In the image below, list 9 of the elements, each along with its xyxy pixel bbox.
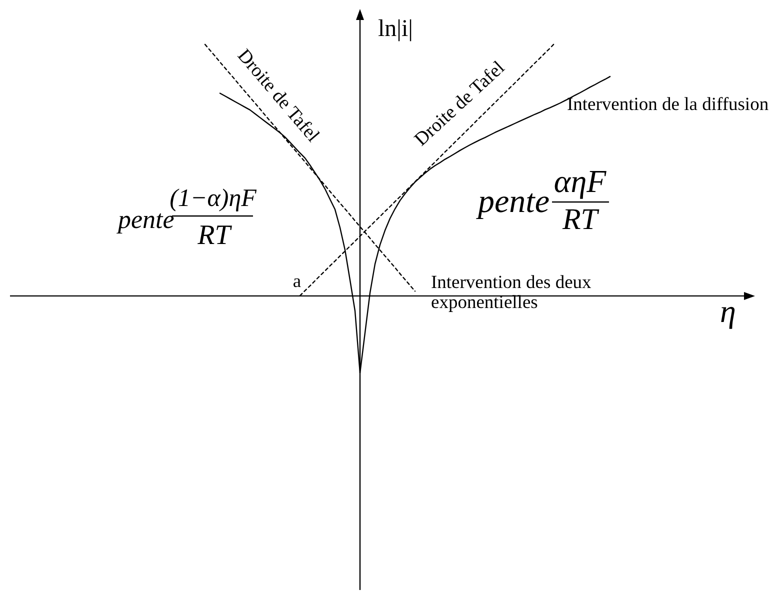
y-axis-title: ln|i|	[378, 16, 413, 42]
annotation: Intervention de la diffusion	[567, 95, 769, 115]
annotation: αηF	[554, 163, 607, 199]
x-axis-title: η	[720, 293, 736, 329]
annotation: Intervention des deux exponentielles	[431, 273, 592, 313]
annotation: a	[292, 272, 302, 292]
annotation: RT	[196, 220, 233, 251]
annotation: RT	[561, 203, 600, 236]
annotation: pente	[476, 184, 550, 220]
